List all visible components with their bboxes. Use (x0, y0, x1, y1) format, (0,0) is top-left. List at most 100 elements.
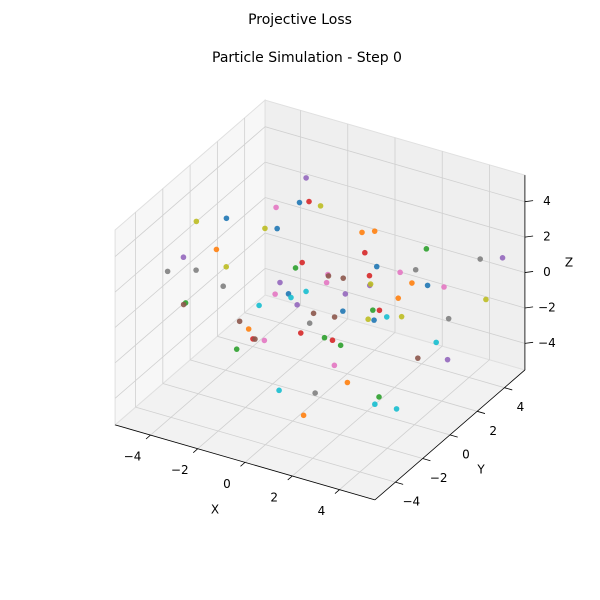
particle (362, 249, 368, 256)
grid-line (264, 268, 526, 344)
figure-title: Projective Loss (248, 12, 352, 28)
z-tick (524, 306, 534, 309)
particle (372, 401, 378, 408)
particle (376, 307, 383, 314)
z-tick (524, 200, 534, 203)
z-tick-label: 4 (543, 194, 551, 208)
particle (331, 314, 338, 320)
grid-line (135, 406, 396, 483)
y-tick (395, 481, 404, 485)
x-axis-label: X (211, 503, 219, 517)
grid-line (264, 126, 526, 203)
particle (256, 302, 262, 309)
grid-line (114, 126, 266, 257)
particle (306, 320, 313, 326)
particle (312, 390, 318, 396)
particle (277, 279, 283, 286)
particle (423, 246, 430, 252)
particle (383, 314, 390, 320)
x-tick (240, 462, 246, 467)
particle (412, 266, 419, 273)
particle (306, 198, 312, 205)
grid-line (114, 161, 266, 293)
particle (273, 204, 279, 211)
particle (262, 225, 268, 232)
particle (370, 307, 376, 313)
particle (359, 229, 365, 236)
particle (342, 291, 349, 297)
particle (180, 254, 187, 261)
particle (274, 225, 280, 232)
z-tick (524, 235, 534, 238)
y-tick (504, 387, 513, 391)
particle (193, 267, 199, 273)
particle (376, 394, 382, 400)
z-tick (524, 271, 534, 273)
x-tick (287, 475, 293, 481)
z-tick-label: −4 (538, 336, 556, 350)
y-tick (477, 410, 486, 414)
particle (331, 362, 338, 369)
y-tick-label: −4 (403, 495, 421, 509)
particle (337, 342, 344, 349)
particle (371, 317, 377, 323)
particle (276, 387, 282, 394)
particle (245, 326, 252, 332)
particle (297, 330, 304, 336)
particle (213, 246, 220, 253)
particle (441, 284, 447, 290)
grid-line (114, 232, 266, 364)
axis-line (374, 369, 526, 501)
particle (236, 318, 243, 325)
particle (288, 294, 294, 301)
particle (424, 282, 431, 289)
particle (252, 336, 258, 342)
y-tick-label: −2 (430, 471, 448, 485)
particle (483, 296, 489, 303)
particle (367, 281, 374, 287)
particle (233, 346, 240, 352)
grid-line (217, 335, 478, 412)
particle (164, 268, 171, 275)
particle (371, 228, 378, 234)
particle (294, 302, 300, 308)
particle (321, 334, 328, 341)
particle (261, 337, 268, 344)
z-tick-label: 0 (543, 265, 551, 279)
x-tick (334, 489, 340, 494)
particle (180, 301, 187, 308)
z-tick-label: −2 (538, 300, 556, 314)
particle (296, 199, 303, 206)
particle (499, 255, 506, 261)
particle (220, 283, 227, 290)
particle (344, 379, 351, 386)
particle (415, 355, 421, 361)
particle (397, 269, 403, 276)
particle (303, 288, 309, 295)
particle (310, 310, 317, 317)
z-tick-label: 2 (543, 230, 551, 244)
y-tick (422, 458, 431, 462)
grid-line (114, 268, 266, 399)
particle (323, 279, 330, 286)
y-tick-label: 4 (517, 400, 525, 414)
particle (409, 280, 415, 286)
particle (193, 218, 200, 225)
z-axis-label: Z (565, 256, 573, 270)
particle (445, 315, 452, 322)
particle (300, 412, 307, 419)
particle (223, 215, 230, 222)
grid-line (189, 359, 451, 436)
grid-line (264, 232, 526, 309)
particle (317, 203, 324, 209)
particle (325, 273, 332, 279)
particle (272, 291, 278, 297)
particle (477, 256, 483, 262)
grid-line (264, 161, 526, 238)
grid-line (244, 312, 505, 389)
x-tick-label: −4 (124, 450, 142, 464)
particle (303, 175, 309, 181)
particle (444, 356, 451, 363)
particle (340, 308, 346, 314)
